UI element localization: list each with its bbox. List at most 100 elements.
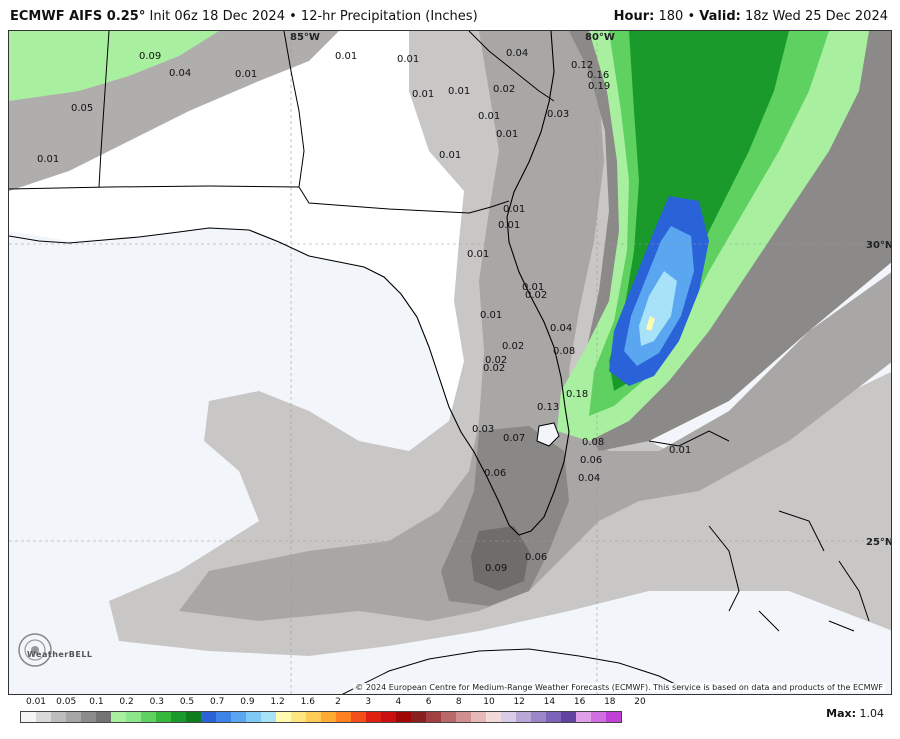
legend-swatch: [441, 712, 456, 722]
legend-swatch: [336, 712, 351, 722]
legend-swatch: [321, 712, 336, 722]
legend-swatch: [171, 712, 186, 722]
value-label: 0.04: [506, 48, 528, 59]
legend-swatch: [21, 712, 36, 722]
weatherbell-logo: WeatherBELL: [13, 628, 92, 672]
legend-swatch: [141, 712, 156, 722]
legend-label: 0.2: [119, 697, 134, 707]
state-border-sc-ga: [468, 31, 555, 102]
precip-value-labels: 0.09 0.04 0.01 0.05 0.01 0.01 0.01 0.01 …: [37, 48, 691, 574]
legend-swatch: [186, 712, 201, 722]
value-label: 0.04: [578, 473, 600, 484]
precip-nw-green: [9, 31, 219, 101]
legend-label: 1.6: [300, 697, 315, 707]
legend-label: 0.9: [240, 697, 255, 707]
value-label: 0.01: [397, 54, 419, 65]
value-label: 0.01: [478, 111, 500, 122]
value-label: 0.09: [139, 51, 161, 62]
value-label: 0.09: [485, 563, 507, 574]
value-label: 0.02: [483, 363, 505, 374]
value-label: 0.08: [582, 437, 604, 448]
legend-label: 4: [395, 697, 402, 707]
legend-label: 20: [634, 697, 646, 707]
legend-label: 0.5: [179, 697, 195, 707]
legend-swatch: [576, 712, 591, 722]
legend-label: 14: [543, 697, 556, 707]
value-label: 0.01: [235, 69, 257, 80]
init-time: Init 06z 18 Dec 2024: [149, 9, 285, 24]
value-label: 0.04: [550, 323, 572, 334]
lat-label-25n: 25°N: [866, 537, 892, 548]
separator-dot: •: [687, 9, 696, 24]
legend-swatch: [96, 712, 111, 722]
value-label: 0.01: [480, 310, 502, 321]
max-value: Max: 1.04: [826, 707, 884, 720]
value-label: 0.06: [580, 455, 602, 466]
value-label: 0.01: [496, 129, 518, 140]
precip-shade-darker: [471, 526, 529, 591]
legend-swatch: [366, 712, 381, 722]
legend-label: 8: [455, 697, 462, 707]
legend-swatch: [561, 712, 576, 722]
value-label: 0.06: [484, 468, 506, 479]
legend-swatch: [126, 712, 141, 722]
value-label: 0.02: [493, 84, 515, 95]
value-label: 0.01: [448, 86, 470, 97]
map-canvas: 85°W 80°W 30°N 25°N 0.09 0.04 0.01 0.05 …: [9, 31, 892, 694]
degree-mark: °: [138, 9, 146, 24]
value-label: 0.01: [335, 51, 357, 62]
legend-label: 16: [573, 697, 586, 707]
legend-label: 0.1: [89, 697, 104, 707]
legend-swatch: [201, 712, 216, 722]
max-label: Max: [826, 707, 852, 720]
value-label: 0.06: [525, 552, 547, 563]
legend-swatch: [51, 712, 66, 722]
value-label: 0.02: [525, 290, 547, 301]
value-label: 0.02: [485, 355, 507, 366]
logo-swirl-icon: [18, 633, 52, 667]
data-credit: © 2024 European Centre for Medium-Range …: [353, 683, 885, 692]
valid-label: Valid:: [699, 9, 741, 24]
legend-swatch: [216, 712, 231, 722]
legend-swatch: [81, 712, 96, 722]
model-name: ECMWF AIFS 0.25: [10, 9, 139, 24]
legend-swatch: [156, 712, 171, 722]
legend-swatch: [231, 712, 246, 722]
state-border-al-ga: [283, 31, 305, 188]
precip-yellow-peak: [646, 316, 655, 331]
value-label: 0.07: [503, 433, 525, 444]
legend-swatch: [66, 712, 81, 722]
value-label: 0.01: [412, 89, 434, 100]
legend-swatch: [396, 712, 411, 722]
value-label: 0.01: [37, 154, 59, 165]
legend-swatch: [246, 712, 261, 722]
legend-swatch: [261, 712, 276, 722]
legend-label: 0.3: [149, 697, 164, 707]
value-label: 0.05: [71, 103, 93, 114]
legend-swatch: [546, 712, 561, 722]
legend-label: 3: [365, 697, 372, 707]
value-label: 0.03: [472, 424, 494, 435]
value-label: 0.01: [669, 445, 691, 456]
valid-info: Hour: 180 • Valid: 18z Wed 25 Dec 2024: [614, 9, 888, 24]
legend-label: 0.01: [25, 697, 47, 707]
color-legend: 0.01 0.05 0.1 0.2 0.3 0.5 0.7 0.9 1.2 1.6 2 3 4 6 8 10 1…: [18, 697, 848, 737]
separator-dot: •: [289, 9, 297, 24]
legend-swatch: [306, 712, 321, 722]
legend-swatch: [111, 712, 126, 722]
value-label: 0.02: [502, 341, 524, 352]
legend-label: 6: [425, 697, 432, 707]
max-number: 1.04: [859, 707, 885, 720]
legend-label: 12: [513, 697, 525, 707]
legend-swatch: [531, 712, 546, 722]
coastline-bahamas: [648, 430, 870, 632]
value-label: 0.12: [571, 60, 593, 71]
lake-okeechobee: [536, 422, 560, 447]
header-bar: ECMWF AIFS 0.25° Init 06z 18 Dec 2024 • …: [0, 0, 900, 30]
precip-map[interactable]: 85°W 80°W 30°N 25°N 0.09 0.04 0.01 0.05 …: [8, 30, 892, 695]
legend-swatch: [456, 712, 471, 722]
land-southeast-us: [9, 31, 569, 536]
max-colon: :: [851, 707, 856, 720]
lon-label-85w: 85°W: [290, 32, 320, 43]
value-label: 0.04: [169, 68, 191, 79]
